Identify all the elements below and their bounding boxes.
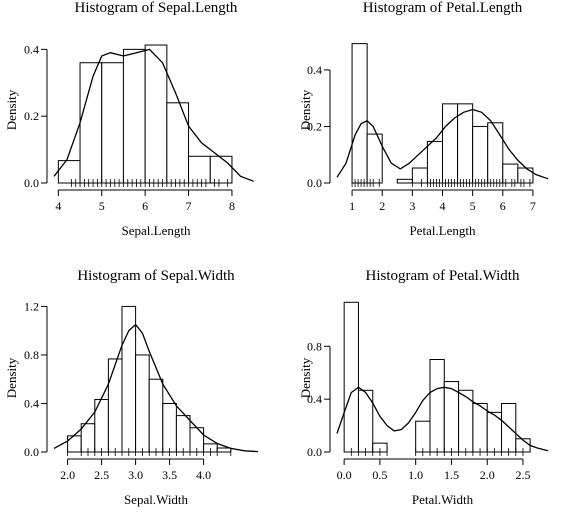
y-axis-label: Density: [4, 357, 19, 398]
x-tick-label: 2.5: [515, 468, 530, 482]
x-tick-label: 2: [379, 199, 385, 213]
x-tick-label: 3.0: [128, 468, 143, 482]
x-tick-label: 4: [440, 199, 446, 213]
y-axis-label: Density: [298, 357, 313, 398]
x-axis-label: Sepal.Width: [124, 492, 189, 507]
histogram-panel-4: Histogram of Petal.Width 0.0 0.5 1.0 1.5 2.0 2…: [298, 268, 549, 507]
histogram-panel-2: Histogram of Petal.Length 1 2 3 4 5 6 7 0.0 0.2 0.…: [298, 0, 549, 238]
x-tick-label: 3.5: [162, 468, 177, 482]
histogram-bar: [396, 178, 413, 184]
y-tick-label: 0.8: [24, 348, 39, 362]
x-tick-label: 3: [409, 199, 415, 213]
histogram-bar: [107, 358, 123, 453]
panel-title: Histogram of Sepal.Length: [75, 0, 238, 16]
histogram-bar: [415, 420, 431, 453]
x-tick-label: 2.5: [94, 468, 109, 482]
histogram-bar: [426, 140, 443, 184]
y-tick-label: 0.2: [24, 109, 39, 123]
histogram-bar: [457, 103, 474, 184]
y-tick-label: 0.0: [24, 176, 39, 190]
histogram-panel-1: Histogram of Sepal.Length 4 5 6 7 8 0.0 0.2 0.4 S…: [4, 0, 254, 238]
histogram-bar: [501, 403, 517, 453]
histogram-bar: [80, 423, 96, 453]
histogram-bar: [472, 125, 489, 184]
histogram-bar: [188, 155, 211, 184]
y-axis-label: Density: [4, 89, 19, 130]
y-tick-label: 0.4: [307, 63, 322, 77]
x-tick-label: 1: [349, 199, 355, 213]
x-axis-label: Petal.Width: [412, 492, 474, 507]
x-tick-label: 1.0: [408, 468, 423, 482]
histogram-bar: [57, 160, 81, 184]
histogram-bar: [411, 167, 428, 184]
histogram-bar: [67, 435, 82, 453]
x-tick-label: 6: [500, 199, 506, 213]
x-tick-label: 1.5: [444, 468, 459, 482]
y-tick-label: 0.4: [307, 392, 322, 406]
y-tick-label: 0.4: [24, 396, 39, 410]
histogram-bar: [343, 301, 359, 453]
histogram-bar: [121, 305, 137, 453]
x-tick-label: 8: [229, 199, 235, 213]
histogram-bar: [162, 402, 177, 453]
histogram-bar: [429, 359, 445, 453]
x-tick-label: 6: [142, 199, 148, 213]
density-curve: [336, 386, 549, 452]
x-tick-label: 7: [186, 199, 192, 213]
x-tick-label: 0.0: [337, 468, 352, 482]
y-tick-label: 0.8: [307, 339, 322, 353]
panel-title: Histogram of Sepal.Width: [77, 268, 235, 284]
histogram-bar: [135, 354, 150, 453]
x-axis-label: Petal.Length: [409, 223, 476, 238]
histogram-bar: [175, 415, 191, 453]
histogram-bar: [209, 155, 233, 184]
y-tick-label: 0.0: [24, 445, 39, 459]
histogram-bar: [122, 48, 146, 184]
density-curve: [53, 48, 254, 182]
histogram-bar: [517, 167, 534, 184]
x-tick-label: 0.5: [372, 468, 387, 482]
histogram-bar: [351, 43, 368, 184]
histogram-bar: [487, 122, 504, 184]
panel-title: Histogram of Petal.Width: [366, 268, 520, 284]
panel-title: Histogram of Petal.Length: [363, 0, 523, 16]
y-tick-label: 0.2: [307, 119, 322, 133]
y-axis-label: Density: [298, 89, 313, 130]
density-curve: [336, 108, 549, 180]
histogram-bar: [79, 62, 103, 184]
x-tick-label: 4: [55, 199, 61, 213]
histogram-bar: [443, 381, 460, 453]
histogram-bar: [148, 378, 164, 453]
density-curve: [53, 323, 259, 453]
y-tick-label: 0.0: [307, 445, 322, 459]
y-tick-label: 0.0: [307, 176, 322, 190]
x-axis-label: Sepal.Length: [122, 223, 191, 238]
x-tick-label: 4.0: [196, 468, 211, 482]
histogram-bar: [166, 102, 190, 184]
histogram-panel-3: Histogram of Sepal.Width 2.0 2.5 3.0 3.5 4.0 0…: [4, 268, 259, 507]
histogram-bar: [366, 133, 383, 184]
histogram-bar: [502, 163, 519, 184]
y-tick-label: 0.4: [24, 42, 39, 56]
histogram-bar: [216, 447, 232, 453]
x-tick-label: 5: [470, 199, 476, 213]
x-tick-label: 2.0: [480, 468, 495, 482]
x-tick-label: 2.0: [60, 468, 75, 482]
histogram-bar: [101, 62, 124, 184]
histogram-bar: [442, 103, 459, 184]
y-tick-label: 1.2: [24, 299, 39, 313]
x-tick-label: 5: [99, 199, 105, 213]
histogram-bar: [472, 403, 488, 453]
x-tick-label: 7: [530, 199, 536, 213]
